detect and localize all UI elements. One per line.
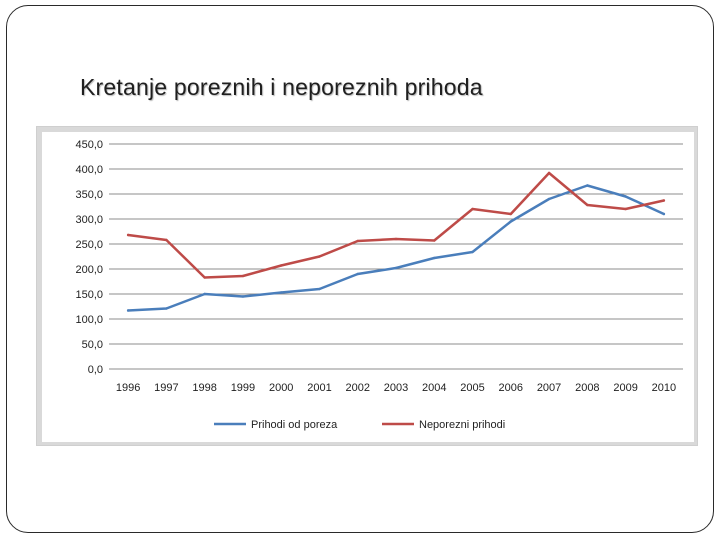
x-tick-label: 1996	[116, 382, 140, 394]
plot-background	[42, 132, 694, 442]
x-tick-label: 2002	[345, 382, 369, 394]
x-tick-label: 2004	[422, 382, 446, 394]
x-tick-label: 1997	[154, 382, 178, 394]
x-axis-ticks: 1996 1997 1998 1999 2000 2001 2002 2003 2004 2005…	[116, 382, 676, 394]
data-point	[280, 291, 283, 294]
data-point	[318, 287, 321, 291]
data-point	[624, 195, 627, 198]
y-tick-label: 300,0	[75, 214, 103, 226]
y-axis-ticks: 450,0 400,0 350,0 300,0 250,0 200,0 150,0 100,0…	[75, 139, 103, 376]
data-point	[203, 292, 206, 296]
x-tick-label: 2010	[652, 382, 676, 394]
y-tick-label: 400,0	[75, 164, 103, 176]
x-tick-label: 2003	[384, 382, 408, 394]
x-tick-label: 1998	[192, 382, 216, 394]
data-point	[280, 264, 283, 267]
line-chart: 450,0 400,0 350,0 300,0 250,0 200,0 150,0 100,0…	[36, 126, 698, 446]
x-tick-label: 2001	[307, 382, 331, 394]
data-point	[662, 212, 666, 216]
x-tick-label: 2007	[537, 382, 561, 394]
data-point	[318, 255, 321, 258]
x-tick-label: 2006	[499, 382, 523, 394]
data-point	[662, 199, 666, 202]
data-point	[586, 203, 589, 207]
data-point	[241, 295, 245, 298]
data-point	[586, 184, 589, 187]
y-tick-label: 450,0	[75, 139, 103, 151]
y-tick-label: 250,0	[75, 239, 103, 251]
x-tick-label: 2008	[575, 382, 599, 394]
data-point	[165, 307, 168, 310]
data-point	[509, 220, 512, 223]
data-point	[394, 266, 398, 270]
data-point	[241, 274, 245, 278]
x-tick-label: 2005	[460, 382, 484, 394]
x-tick-label: 2009	[613, 382, 637, 394]
data-point	[547, 171, 551, 175]
y-tick-label: 0,0	[88, 364, 103, 376]
data-point	[547, 197, 551, 201]
data-point	[203, 276, 206, 279]
y-tick-label: 200,0	[75, 264, 103, 276]
data-point	[471, 250, 474, 254]
data-point	[433, 239, 436, 242]
data-point	[356, 272, 359, 276]
data-point	[471, 207, 474, 211]
data-point	[165, 238, 168, 242]
data-point	[624, 207, 627, 211]
y-tick-label: 350,0	[75, 189, 103, 201]
slide-title: Kretanje poreznih i neporeznih prihoda	[80, 74, 483, 100]
y-tick-label: 100,0	[75, 314, 103, 326]
legend: Prihodi od poreza Neporezni prihodi	[214, 419, 505, 431]
data-point	[126, 309, 130, 312]
x-tick-label: 1999	[231, 382, 255, 394]
y-tick-label: 50,0	[82, 339, 103, 351]
chart-svg: 450,0 400,0 350,0 300,0 250,0 200,0 150,0 100,0…	[42, 132, 694, 442]
series-lines	[126, 171, 666, 312]
legend-label: Prihodi od poreza	[251, 419, 338, 431]
grid-lines	[109, 143, 683, 370]
data-point	[433, 256, 436, 260]
x-tick-label: 2000	[269, 382, 293, 394]
y-tick-label: 150,0	[75, 289, 103, 301]
data-point	[356, 239, 359, 243]
data-point	[394, 237, 398, 241]
legend-label: Neporezni prihodi	[419, 419, 505, 431]
data-point	[509, 212, 512, 216]
data-point	[126, 233, 130, 237]
